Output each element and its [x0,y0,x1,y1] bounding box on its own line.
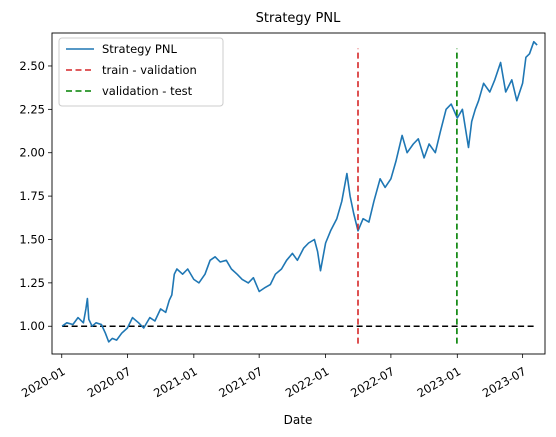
axes-frame [51,32,546,355]
x-tick-label: 2021-01 [151,364,200,400]
y-tick-label: 1.50 [19,232,45,246]
legend: Strategy PNL train - validation validation… [58,37,224,107]
legend-label-1: train - validation [102,63,197,77]
y-tick-label: 1.75 [19,189,45,203]
x-axis: 2020-01 2020-07 2021-01 2021-07 2022-01 2022-… [19,354,529,400]
x-tick-label: 2021-07 [216,364,265,400]
x-tick-label: 2023-07 [480,364,529,400]
legend-box [58,37,224,107]
y-tick-label: 1.25 [19,276,45,290]
x-tick-label: 2020-07 [85,364,134,400]
y-tick-label: 2.25 [19,102,45,116]
x-axis-label: Date [284,413,313,427]
legend-label-0: Strategy PNL [102,42,177,56]
plot-area [61,40,538,344]
y-axis: 1.00 1.25 1.50 1.75 2.00 2.25 2.50 [19,59,52,333]
x-tick-label: 2022-01 [283,364,332,400]
y-tick-label: 1.00 [19,319,45,333]
y-tick-label: 2.50 [19,59,45,73]
y-tick-label: 2.00 [19,146,45,160]
x-tick-label: 2022-07 [348,364,397,400]
x-tick-label: 2023-01 [415,364,464,400]
chart-title: Strategy PNL [256,11,341,26]
legend-label-2: validation - test [102,84,193,98]
series-line-0 [61,40,538,343]
x-tick-label: 2020-01 [19,364,68,400]
